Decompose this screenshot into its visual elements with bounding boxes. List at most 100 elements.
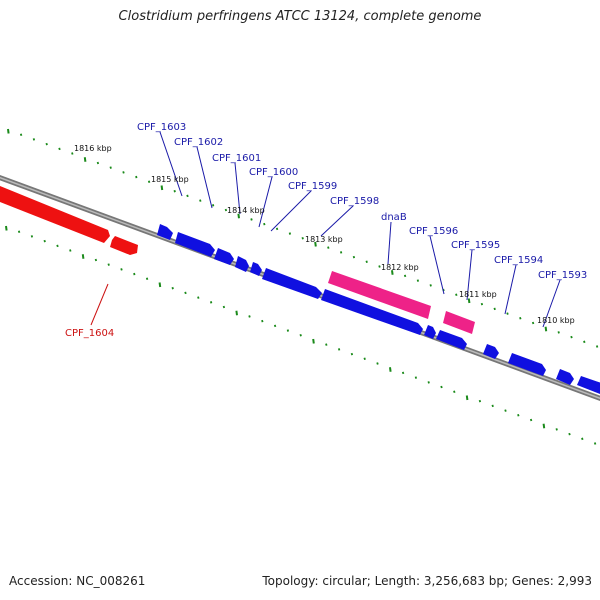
gene-highlight-short[interactable] bbox=[443, 311, 475, 334]
gene-cpf-1595-block[interactable] bbox=[436, 330, 467, 350]
tick-mark-upper bbox=[147, 180, 151, 184]
gene-label-cpf-1604[interactable]: CPF_1604 bbox=[65, 328, 114, 339]
gene-label-cpf-1602[interactable]: CPF_1602 bbox=[174, 137, 223, 148]
tick-mark-upper bbox=[122, 171, 125, 174]
tick-mark-lower bbox=[529, 418, 533, 422]
gene-cpf-1604-tail[interactable] bbox=[110, 236, 138, 255]
tick-mark-lower bbox=[401, 371, 405, 375]
tick-mark-upper bbox=[19, 133, 23, 136]
tick-mark-upper bbox=[250, 218, 253, 221]
tick-mark-lower bbox=[542, 423, 546, 429]
tick-mark-upper bbox=[160, 185, 164, 191]
gene-cpf-1598-block[interactable] bbox=[262, 268, 322, 299]
gene-labels: CPF_1603 CPF_1602 CPF_1601 CPF_1600 CPF_… bbox=[65, 122, 587, 339]
tick-mark-lower bbox=[491, 404, 494, 408]
tick-mark-lower bbox=[440, 385, 443, 389]
tick-mark-upper bbox=[224, 208, 228, 212]
tick-mark-upper bbox=[416, 279, 420, 282]
tick-mark-upper bbox=[275, 227, 279, 231]
tick-mark-upper bbox=[378, 265, 381, 268]
leader-cpf-1593 bbox=[542, 279, 561, 328]
tick-mark-upper bbox=[45, 142, 48, 146]
gene-cpf-1603-block[interactable] bbox=[157, 224, 173, 240]
gene-cpf-1594-block[interactable] bbox=[483, 344, 499, 359]
tick-mark-lower bbox=[133, 272, 136, 276]
gene-extra-block-2[interactable] bbox=[577, 376, 600, 398]
tick-mark-upper bbox=[570, 335, 573, 339]
tick-row-lower bbox=[5, 225, 597, 445]
tick-mark-lower bbox=[120, 268, 123, 271]
gene-extra-block-1[interactable] bbox=[556, 369, 574, 385]
tick-mark-lower bbox=[389, 367, 392, 372]
gene-label-cpf-1596[interactable]: CPF_1596 bbox=[409, 226, 458, 237]
leader-cpf-1599 bbox=[270, 190, 312, 232]
tick-mark-lower bbox=[453, 390, 456, 394]
tick-mark-upper bbox=[531, 321, 535, 325]
tick-mark-upper bbox=[480, 302, 484, 306]
tick-mark-upper bbox=[186, 194, 189, 198]
tick-mark-upper bbox=[301, 237, 304, 240]
tick-mark-upper bbox=[583, 340, 586, 344]
diagram-title: Clostridium perfringens ATCC 13124, comp… bbox=[118, 9, 482, 24]
tick-mark-lower bbox=[427, 381, 430, 384]
tick-mark-upper bbox=[173, 189, 176, 193]
leader-cpf-1596 bbox=[429, 235, 445, 295]
gene-label-cpf-1593[interactable]: CPF_1593 bbox=[538, 270, 587, 281]
tick-mark-upper bbox=[58, 147, 61, 151]
tick-mark-upper bbox=[71, 152, 74, 155]
tick-mark-upper bbox=[339, 251, 343, 254]
tick-mark-lower bbox=[312, 338, 315, 344]
tick-mark-lower bbox=[248, 315, 251, 318]
tick-mark-upper bbox=[7, 128, 10, 134]
kbp-label: 1810 kbp bbox=[537, 316, 575, 325]
tick-mark-lower bbox=[568, 432, 571, 436]
tick-mark-lower bbox=[197, 296, 200, 299]
tick-mark-upper bbox=[96, 161, 100, 165]
kbp-label: 1814 kbp bbox=[227, 206, 265, 215]
tick-mark-upper bbox=[595, 345, 599, 348]
tick-mark-lower bbox=[555, 428, 558, 431]
tick-mark-upper bbox=[352, 255, 356, 259]
gene-label-cpf-1594[interactable]: CPF_1594 bbox=[494, 255, 543, 266]
gene-label-cpf-1603[interactable]: CPF_1603 bbox=[137, 122, 186, 133]
leader-cpf-1602 bbox=[196, 146, 213, 209]
forward-genes bbox=[157, 224, 600, 398]
leader-cpf-1603 bbox=[159, 131, 183, 197]
tick-mark-lower bbox=[504, 409, 507, 412]
tick-mark-lower bbox=[299, 334, 302, 337]
gene-label-cpf-1601[interactable]: CPF_1601 bbox=[212, 153, 261, 164]
gene-cpf-1599-block[interactable] bbox=[250, 262, 262, 276]
tick-mark-lower bbox=[337, 348, 341, 351]
tick-mark-lower bbox=[350, 352, 354, 356]
tick-mark-upper bbox=[391, 270, 394, 275]
gene-highlight-long[interactable] bbox=[328, 271, 431, 319]
tick-mark-lower bbox=[593, 442, 597, 445]
tick-mark-lower bbox=[69, 249, 72, 252]
gene-cpf-1593-block[interactable] bbox=[508, 353, 546, 376]
tick-mark-upper bbox=[455, 293, 458, 297]
tick-mark-lower bbox=[363, 357, 366, 361]
tick-mark-lower bbox=[376, 362, 379, 365]
gene-label-cpf-1598[interactable]: CPF_1598 bbox=[330, 196, 379, 207]
tick-mark-upper bbox=[493, 307, 496, 311]
tick-mark-lower bbox=[94, 258, 98, 262]
tick-mark-upper bbox=[506, 312, 509, 315]
gene-cpf-1601-block[interactable] bbox=[214, 248, 234, 265]
gene-dnab-block[interactable] bbox=[321, 289, 423, 335]
gene-cpf-1600-block[interactable] bbox=[235, 256, 249, 272]
gene-label-cpf-1595[interactable]: CPF_1595 bbox=[451, 240, 500, 251]
leader-cpf-1600 bbox=[258, 176, 273, 228]
tick-mark-upper bbox=[109, 166, 112, 169]
tick-mark-lower bbox=[235, 310, 238, 316]
leader-cpf-1604 bbox=[90, 283, 109, 326]
tick-mark-lower bbox=[145, 277, 149, 281]
gene-label-cpf-1599[interactable]: CPF_1599 bbox=[288, 181, 337, 192]
tick-mark-lower bbox=[81, 254, 85, 259]
tick-mark-lower bbox=[43, 239, 46, 243]
gene-cpf-1602-block[interactable] bbox=[175, 232, 215, 257]
gene-label-cpf-1600[interactable]: CPF_1600 bbox=[249, 167, 298, 178]
gene-cpf-1596-block[interactable] bbox=[424, 325, 436, 339]
gene-label-dnab[interactable]: dnaB bbox=[381, 212, 407, 223]
gene-cpf-1604-main[interactable] bbox=[0, 186, 110, 243]
